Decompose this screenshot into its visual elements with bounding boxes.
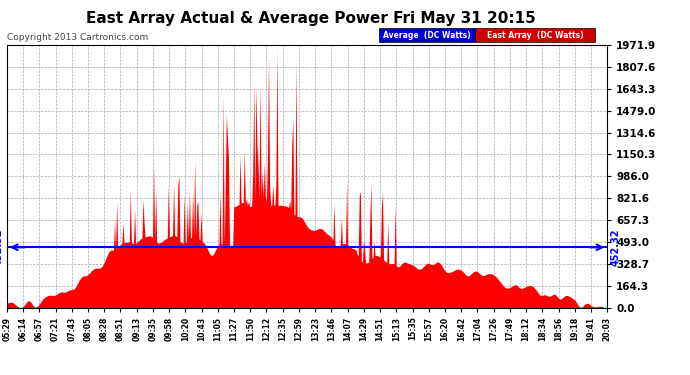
Text: 452.32: 452.32 xyxy=(0,228,4,266)
Bar xyxy=(475,28,595,42)
Text: Average  (DC Watts): Average (DC Watts) xyxy=(384,31,471,40)
Text: East Array Actual & Average Power Fri May 31 20:15: East Array Actual & Average Power Fri Ma… xyxy=(86,11,535,26)
Text: 452.32: 452.32 xyxy=(610,228,620,266)
Bar xyxy=(379,28,475,42)
Text: East Array  (DC Watts): East Array (DC Watts) xyxy=(487,31,584,40)
Text: Copyright 2013 Cartronics.com: Copyright 2013 Cartronics.com xyxy=(7,33,148,42)
